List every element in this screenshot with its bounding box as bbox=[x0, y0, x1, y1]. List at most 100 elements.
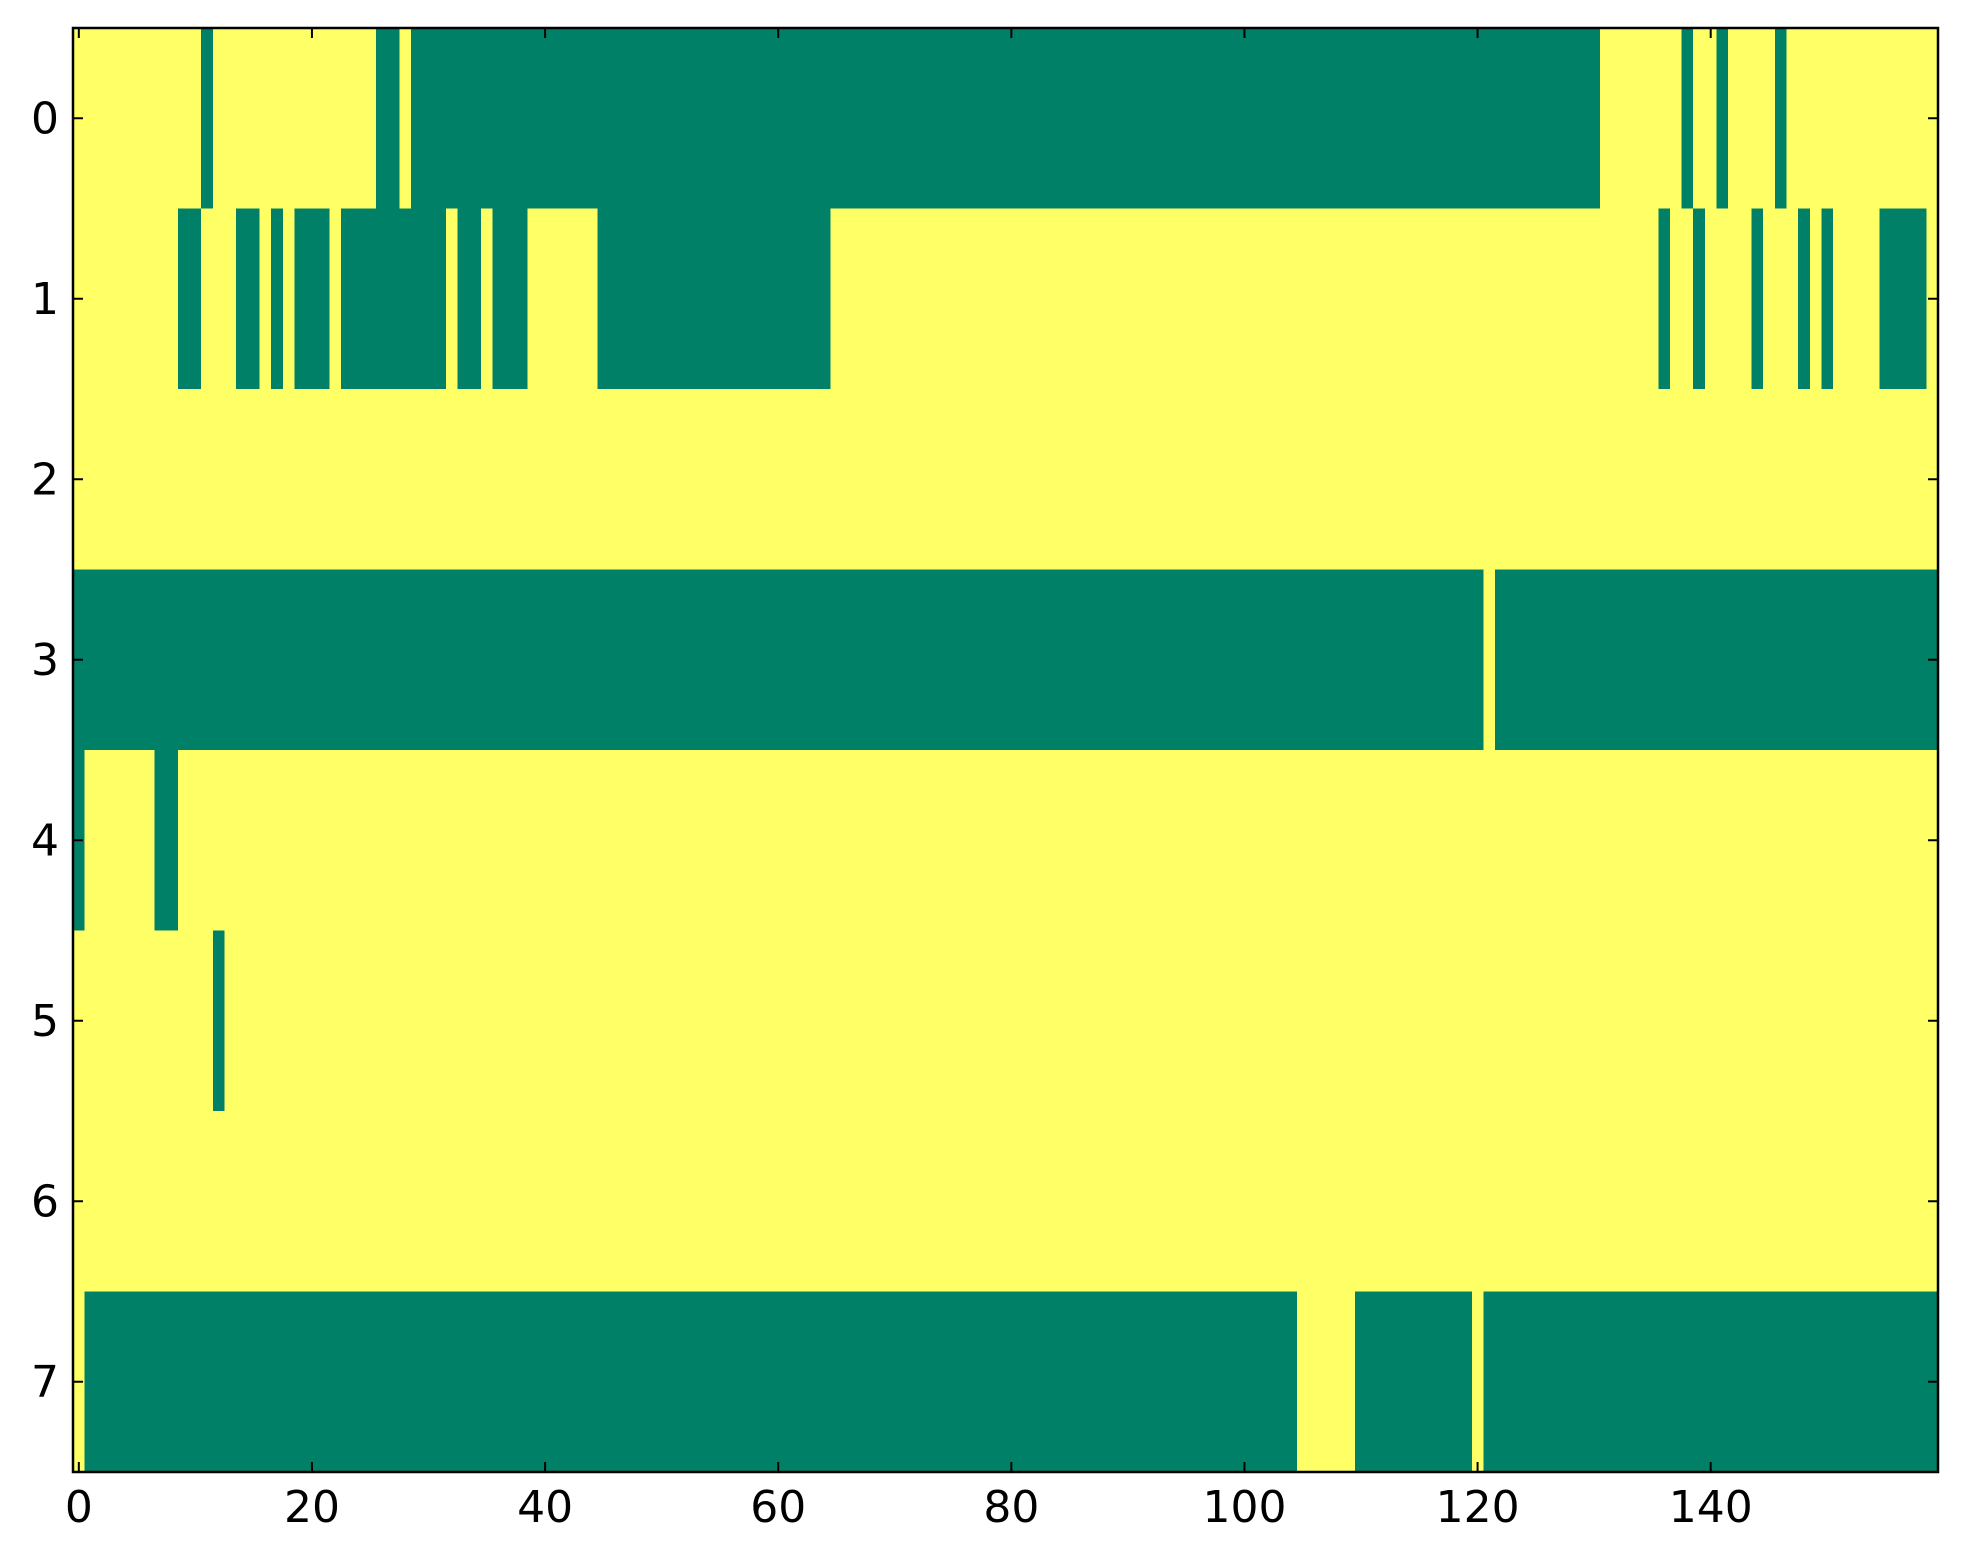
cell bbox=[865, 389, 878, 571]
cell bbox=[1203, 28, 1216, 210]
cell bbox=[1401, 28, 1415, 210]
cell bbox=[620, 930, 634, 1112]
cell bbox=[515, 389, 529, 571]
cell bbox=[1611, 28, 1624, 210]
cell bbox=[446, 750, 459, 932]
cell bbox=[1565, 1111, 1578, 1293]
cell bbox=[411, 1111, 424, 1293]
cell bbox=[1821, 389, 1834, 571]
cell bbox=[282, 1291, 296, 1473]
cell bbox=[515, 1291, 529, 1473]
cell bbox=[107, 28, 121, 210]
cell bbox=[609, 930, 622, 1112]
cell bbox=[1401, 1111, 1415, 1293]
cell bbox=[865, 930, 878, 1112]
cell bbox=[434, 1111, 447, 1293]
cell bbox=[504, 389, 517, 571]
cell bbox=[1285, 208, 1298, 390]
cell bbox=[1471, 389, 1485, 571]
cell bbox=[1355, 28, 1368, 210]
cell bbox=[306, 389, 319, 571]
cell bbox=[760, 28, 773, 210]
cell bbox=[1693, 208, 1706, 390]
cell bbox=[819, 1111, 832, 1293]
cell bbox=[317, 1291, 331, 1473]
cell bbox=[1471, 28, 1485, 210]
cell bbox=[1553, 389, 1566, 571]
cell bbox=[550, 569, 564, 751]
cell bbox=[1168, 930, 1181, 1112]
cell bbox=[1390, 569, 1403, 751]
cell bbox=[714, 750, 727, 932]
cell bbox=[457, 28, 470, 210]
cell bbox=[1879, 208, 1892, 390]
cell bbox=[1914, 569, 1927, 751]
cell bbox=[1238, 389, 1251, 571]
cell bbox=[317, 208, 331, 390]
cell bbox=[1879, 750, 1892, 932]
cell bbox=[201, 930, 214, 1112]
cell bbox=[772, 1291, 785, 1473]
cell bbox=[271, 1111, 284, 1293]
cell bbox=[1261, 569, 1275, 751]
cell bbox=[189, 1111, 202, 1293]
cell bbox=[1611, 569, 1624, 751]
cell bbox=[1145, 569, 1158, 751]
y-tick-label: 2 bbox=[31, 454, 59, 505]
cell bbox=[1565, 569, 1578, 751]
cell bbox=[1273, 750, 1286, 932]
axes-frame bbox=[71, 26, 1940, 1474]
cell bbox=[982, 1111, 995, 1293]
cell bbox=[1530, 930, 1543, 1112]
cell bbox=[1436, 1111, 1450, 1293]
cell bbox=[1541, 28, 1554, 210]
cell bbox=[853, 389, 867, 571]
cell bbox=[224, 208, 237, 390]
cell bbox=[387, 569, 400, 751]
cell bbox=[515, 930, 529, 1112]
cell bbox=[341, 930, 354, 1112]
cell bbox=[1611, 389, 1624, 571]
cell bbox=[912, 930, 925, 1112]
cell bbox=[282, 569, 296, 751]
cell bbox=[1052, 28, 1065, 210]
cell bbox=[1017, 1291, 1030, 1473]
cell bbox=[1273, 1111, 1286, 1293]
cell bbox=[1331, 28, 1345, 210]
cell bbox=[1052, 750, 1065, 932]
cell bbox=[655, 28, 669, 210]
cell bbox=[970, 28, 983, 210]
cell bbox=[1634, 28, 1648, 210]
cell bbox=[1844, 28, 1858, 210]
cell bbox=[1646, 1291, 1659, 1473]
cell bbox=[1914, 389, 1927, 571]
cell bbox=[422, 1111, 435, 1293]
cell bbox=[352, 208, 366, 390]
cell bbox=[725, 1111, 739, 1293]
cell bbox=[166, 1291, 179, 1473]
cell bbox=[1460, 208, 1473, 390]
cell bbox=[609, 389, 622, 571]
cell bbox=[585, 208, 599, 390]
cell bbox=[1716, 569, 1729, 751]
x-tick-label: 20 bbox=[284, 1482, 340, 1533]
cell bbox=[749, 28, 762, 210]
cell bbox=[597, 389, 610, 571]
cell bbox=[1180, 930, 1193, 1112]
cell bbox=[1273, 208, 1286, 390]
cell bbox=[212, 569, 226, 751]
cell bbox=[947, 930, 960, 1112]
cell bbox=[550, 750, 564, 932]
cell bbox=[1320, 930, 1333, 1112]
cell bbox=[1285, 28, 1298, 210]
cell bbox=[84, 930, 97, 1112]
cell bbox=[1401, 208, 1415, 390]
cell bbox=[1052, 569, 1065, 751]
cell bbox=[702, 569, 715, 751]
cell bbox=[679, 208, 692, 390]
cell bbox=[1483, 389, 1496, 571]
cell bbox=[1063, 1111, 1077, 1293]
cell bbox=[1308, 750, 1321, 932]
cell bbox=[935, 28, 948, 210]
cell bbox=[247, 569, 261, 751]
